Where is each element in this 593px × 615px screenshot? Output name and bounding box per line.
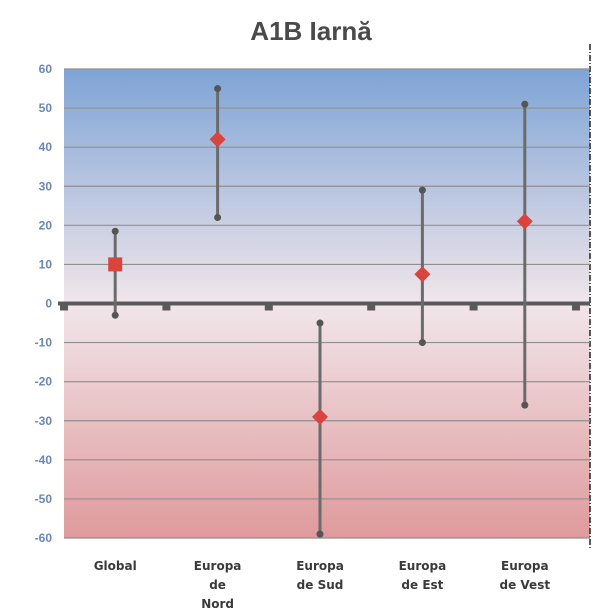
x-tick-label: Global <box>94 559 137 573</box>
axis-tick-mark <box>264 302 273 311</box>
value-marker-diamond <box>209 131 226 148</box>
x-tick-label-line: Europa <box>194 559 242 573</box>
axis-tick-mark <box>367 302 376 311</box>
y-tick-label: 0 <box>45 297 52 311</box>
axis-tick-mark <box>162 302 171 311</box>
x-tick-label-line: Global <box>94 559 137 573</box>
x-tick-label-line: de Vest <box>500 578 551 592</box>
x-tick-label-line: de <box>209 578 226 592</box>
range-max-cap <box>521 100 529 108</box>
value-marker-diamond <box>414 266 431 283</box>
value-marker-diamond <box>516 213 533 230</box>
axis-tick-mark <box>572 302 580 311</box>
y-tick-label: -30 <box>35 414 53 428</box>
x-tick-label-line: Europa <box>501 559 549 573</box>
y-tick-label: 10 <box>39 257 53 271</box>
x-tick-label-line: Europa <box>399 559 447 573</box>
x-tick-label: Europa de Vest <box>500 559 551 592</box>
x-tick-label: Europa de Nord <box>194 559 242 611</box>
x-tick-label-line: de Est <box>401 578 443 592</box>
range-max-cap <box>214 85 222 93</box>
y-tick-label: 60 <box>39 62 53 76</box>
x-tick-label-line: de Sud <box>297 578 344 592</box>
y-tick-label: -10 <box>35 336 53 350</box>
y-tick-layer: 60 50 40 30 20 10 0 -10 -20 -30 -40 -50 -60 <box>35 62 53 545</box>
x-tick-label: Europa de Est <box>399 559 447 592</box>
y-tick-label: -20 <box>35 375 53 389</box>
range-min-cap <box>418 339 426 347</box>
y-tick-label: 30 <box>39 179 53 193</box>
value-marker-diamond <box>312 408 328 425</box>
x-tick-label-line: Nord <box>201 597 234 611</box>
x-tick-label-line: Europa <box>296 559 344 573</box>
y-tick-label: -50 <box>35 492 53 506</box>
range-min-cap <box>521 401 529 409</box>
axis-tick-mark <box>60 302 68 311</box>
x-tick-label: Europa de Sud <box>296 559 344 592</box>
range-min-cap <box>316 530 324 538</box>
range-min-cap <box>111 311 119 319</box>
y-tick-label: 50 <box>39 101 53 115</box>
x-tick-layer: Global Europa de Nord Europa de Sud Europa de E… <box>94 559 551 611</box>
range-min-cap <box>214 214 222 222</box>
range-layer <box>111 85 529 538</box>
value-marker-square <box>108 257 123 272</box>
range-max-cap <box>418 186 426 194</box>
marker-layer <box>108 131 533 425</box>
axis-tick-mark <box>469 302 478 311</box>
zero-line-layer <box>58 301 590 311</box>
y-tick-label: -60 <box>35 531 53 545</box>
y-tick-label: -40 <box>35 453 53 467</box>
range-max-cap <box>111 227 119 235</box>
grid-layer <box>64 68 590 539</box>
range-max-cap <box>316 319 324 327</box>
y-tick-label: 20 <box>39 218 53 232</box>
y-tick-label: 40 <box>39 140 53 154</box>
chart-title: A1B Iarnă <box>250 16 372 46</box>
